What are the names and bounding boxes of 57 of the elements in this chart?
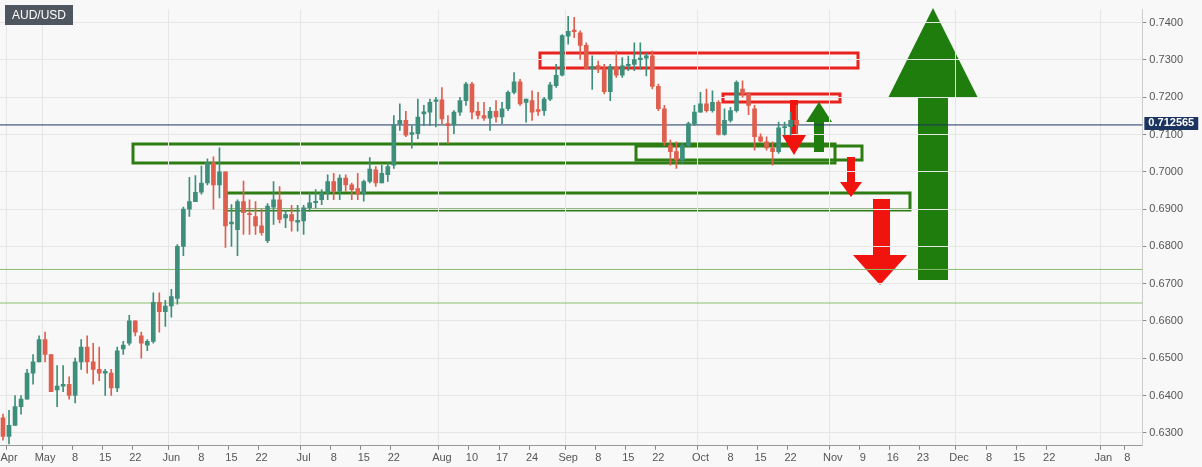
candlestick [535,92,541,116]
x-tick-label: Jul [296,451,311,464]
x-tick-label: Aug [432,451,452,464]
x-tick-label: 15 [357,451,370,464]
y-tick-label: 0.7000 [1149,164,1184,177]
candlestick [571,17,577,38]
x-tick-label: 17 [495,451,509,464]
ref-line-label: 0.712565 [1148,116,1195,129]
y-tick-label: 0.6800 [1149,239,1184,252]
candlestick [409,125,415,149]
x-tick-label: 22 [129,451,142,464]
x-tick-label: 16 [886,451,899,464]
x-tick-label: 22 [784,451,797,464]
x-tick-label: 8 [985,451,993,464]
x-tick-label: 9 [859,451,866,464]
x-tick-label: 22 [1043,451,1056,464]
candlestick [445,115,451,144]
x-tick-label: Oct [691,451,710,464]
x-tick-label: 8 [72,451,79,464]
x-tick-label: 15 [99,451,112,464]
x-tick-label: Nov [822,451,843,464]
x-tick-label: 8 [330,451,337,464]
x-tick-label: 15 [754,451,767,464]
x-tick-label: 22 [387,451,400,464]
y-tick-label: 0.6700 [1149,276,1184,289]
y-tick-label: 0.7100 [1149,127,1184,140]
y-tick-label: 0.6600 [1149,313,1184,326]
x-tick-label: 10 [465,451,479,464]
y-tick-label: 0.6500 [1149,351,1184,364]
x-tick-label: Jan [1094,451,1113,464]
x-tick-label: 22 [652,451,665,464]
x-tick-label: 15 [1012,451,1026,464]
candlestick [397,103,403,131]
x-tick-label: 15 [225,451,238,464]
candlestick [565,15,571,45]
y-tick-label: 0.7300 [1149,52,1184,65]
x-tick-label: 23 [916,451,930,464]
candlestick [589,55,595,90]
candlestick [433,96,439,128]
x-tick-label: May [34,451,56,464]
x-tick-label: 24 [525,451,539,464]
x-tick-label: 8 [595,451,602,464]
x-tick-label: Jun [162,451,181,464]
y-tick-label: 0.6300 [1149,425,1184,438]
x-tick-label: 8 [198,451,205,464]
x-tick-label: 8 [727,451,734,464]
chart-title: AUD/USD [5,5,74,25]
x-tick-label: 15 [622,451,635,464]
x-tick-label: Sep [558,451,578,464]
x-tick-label: 22 [255,451,268,464]
x-tick-label: Apr [0,451,18,464]
x-tick-label: Dec [949,451,970,464]
y-tick-label: 0.6900 [1149,202,1184,215]
y-tick-label: 0.6400 [1149,388,1184,401]
y-tick-label: 0.7400 [1149,15,1184,28]
x-tick-label: 8 [1124,451,1131,464]
y-tick-label: 0.7200 [1149,90,1184,103]
